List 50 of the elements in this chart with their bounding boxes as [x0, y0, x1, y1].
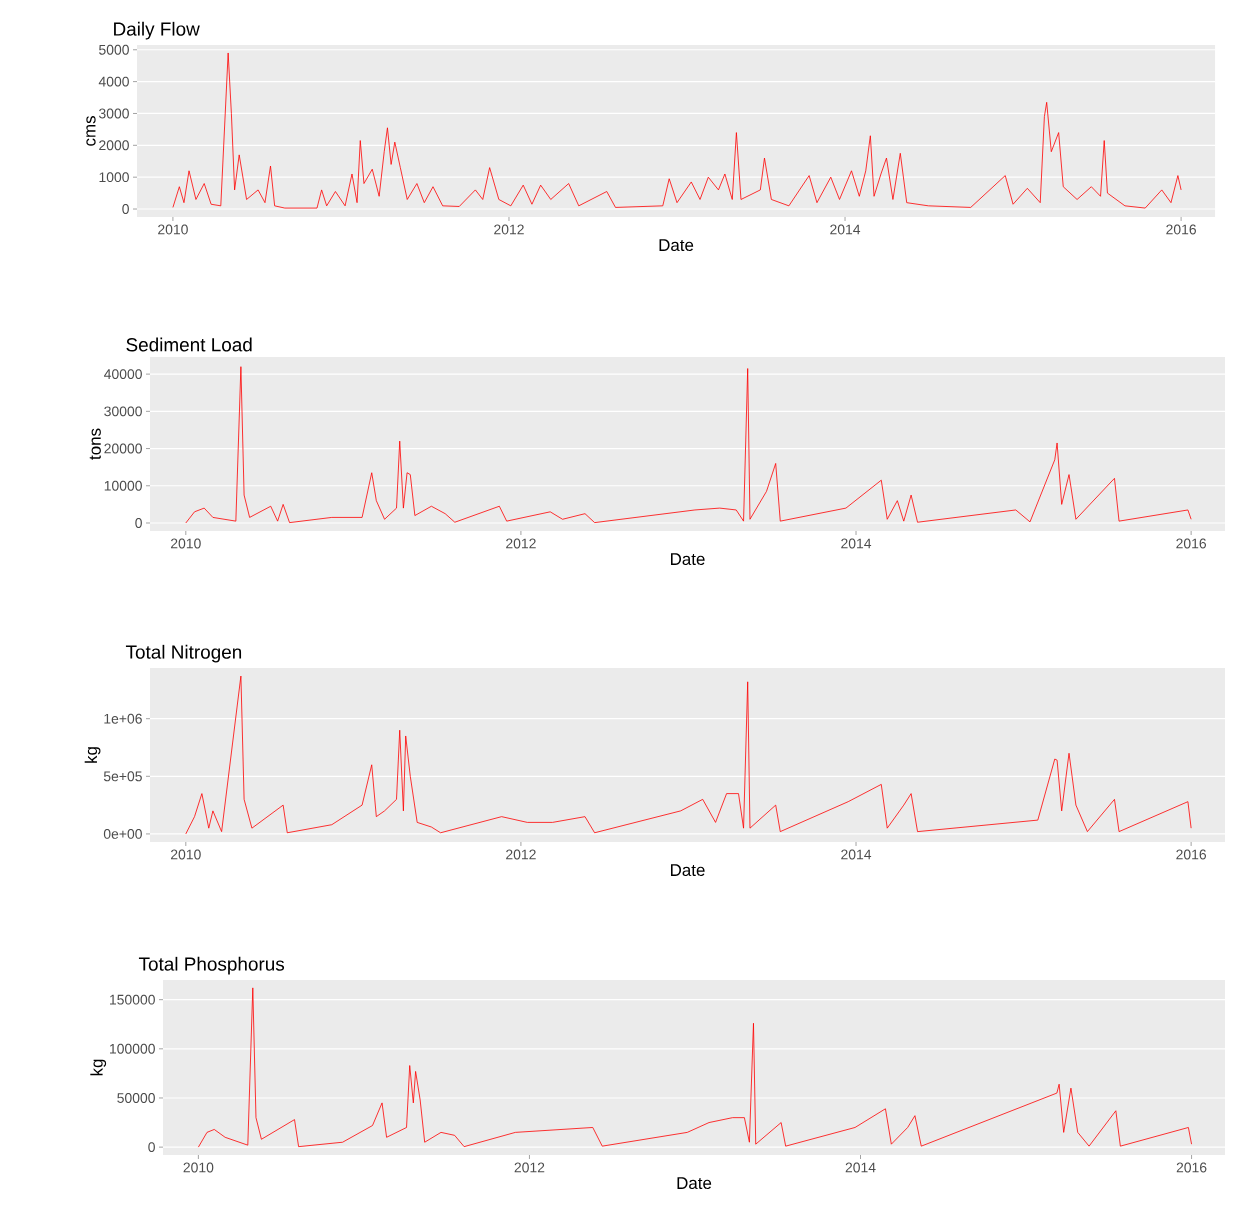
x-tick-label: 2016: [1176, 538, 1207, 549]
x-tick-label: 2010: [171, 538, 201, 549]
x-tick-label: 2014: [841, 849, 872, 860]
y-tick-label: 3000: [98, 108, 129, 119]
y-tick-label: 20000: [104, 443, 142, 454]
line-series: [185, 366, 1192, 524]
x-tick-label: 2012: [506, 538, 536, 549]
x-axis-title: Date: [671, 553, 705, 566]
y-tick-label: 50000: [117, 1093, 155, 1103]
x-tick-label: 2012: [494, 224, 524, 235]
chart-title: Daily Flow: [114, 21, 200, 40]
y-tick-label: 0e+00: [103, 828, 142, 839]
x-axis-title: Date: [677, 1177, 712, 1190]
x-tick-label: 2014: [841, 538, 872, 549]
y-tick-label: 1e+06: [104, 713, 142, 724]
x-tick-label: 2016: [1166, 224, 1196, 235]
x-tick-label: 2016: [1176, 849, 1207, 860]
y-axis-title: kg: [84, 747, 101, 763]
chart-title: Total Nitrogen: [125, 644, 242, 663]
x-tick-label: 2014: [830, 224, 861, 235]
y-axis-title: cms: [86, 116, 96, 146]
y-tick-label: 10000: [104, 480, 142, 491]
line-series: [197, 987, 1192, 1148]
y-tick-label: 0: [122, 204, 129, 214]
x-tick-label: 2010: [158, 224, 188, 235]
y-axis-title: tons: [89, 428, 101, 460]
line-series: [172, 52, 1182, 209]
y-tick-label: 100000: [110, 1043, 155, 1054]
y-tick-label: 40000: [104, 369, 142, 380]
x-tick-label: 2016: [1176, 1162, 1207, 1173]
y-axis-title: kg: [90, 1059, 107, 1076]
y-tick-label: 1000: [99, 172, 129, 183]
line-series: [185, 675, 1192, 835]
y-tick-label: 30000: [104, 406, 142, 417]
x-tick-label: 2010: [171, 849, 201, 860]
y-tick-label: 0: [148, 1142, 155, 1153]
y-tick-label: 4000: [98, 76, 129, 87]
chart-title: Total Phosphorus: [138, 956, 285, 975]
x-tick-label: 2010: [183, 1162, 214, 1173]
y-tick-label: 5e+05: [103, 771, 142, 782]
chart-title: Sediment Load: [126, 337, 252, 352]
y-tick-label: 0: [135, 518, 142, 528]
x-tick-label: 2012: [506, 849, 536, 860]
x-axis-title: Date: [659, 239, 694, 252]
x-axis-title: Date: [671, 864, 705, 877]
y-tick-label: 150000: [110, 994, 155, 1005]
x-tick-label: 2012: [514, 1162, 545, 1173]
y-tick-label: 2000: [99, 140, 129, 151]
y-tick-label: 5000: [99, 44, 129, 55]
x-tick-label: 2014: [845, 1162, 876, 1173]
